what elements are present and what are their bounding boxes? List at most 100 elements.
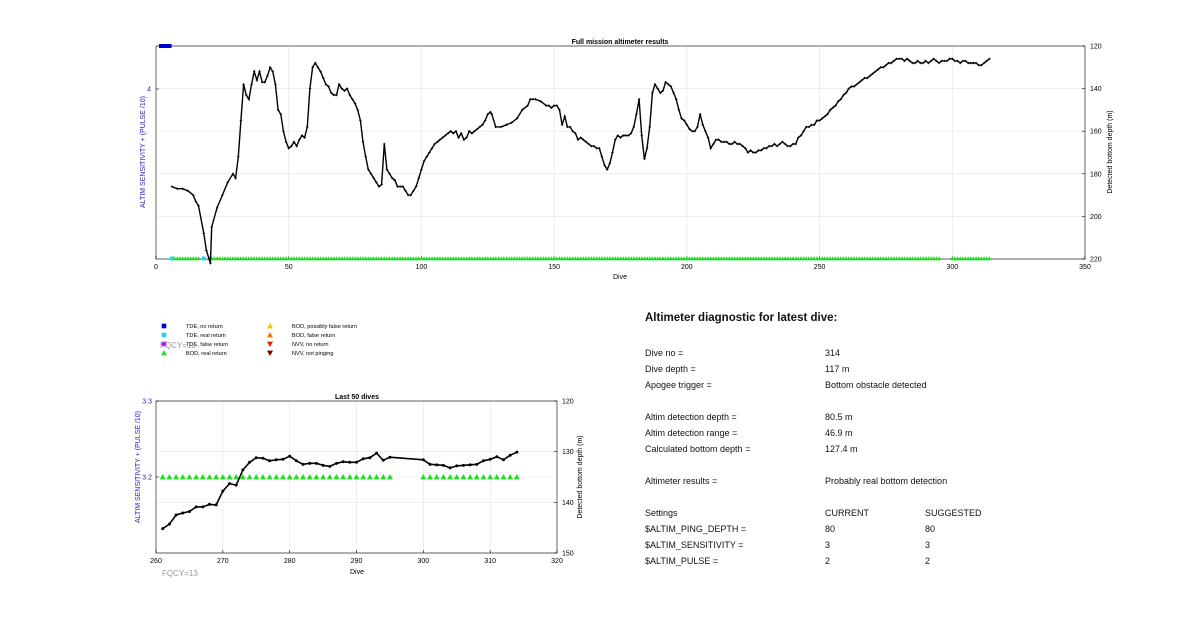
legend-marker [267, 332, 273, 338]
det-range-label: Altim detection range = [645, 428, 738, 438]
depth-point [375, 451, 379, 455]
legend-marker [161, 341, 167, 347]
depth-point [201, 505, 205, 509]
depth-point [281, 457, 285, 461]
settings-label: Settings [645, 508, 678, 518]
last-chart-xlabel: Dive [350, 569, 364, 576]
legend-label: TDE, false return [186, 342, 228, 348]
current-header: CURRENT [825, 508, 869, 518]
bod-real-return-marker [159, 474, 166, 480]
depth-point [468, 463, 472, 467]
depth-point [174, 513, 178, 517]
depth-point [388, 455, 392, 459]
bod-real-return-marker [360, 474, 367, 480]
x-tick-label: 300 [946, 264, 958, 271]
bod-real-return-marker [507, 474, 514, 480]
legend-label: NVV, not pinging [292, 351, 333, 357]
bod-real-return-marker [366, 474, 373, 480]
full-mission-chart: Full mission altimeter results 0 50 100 150… [140, 39, 1114, 281]
legend-label: NVV, no return [292, 342, 329, 348]
det-range-value: 46.9 m [825, 428, 853, 438]
bod-real-return-marker [213, 474, 220, 480]
last-chart-depth-series [161, 450, 519, 531]
depth-point [502, 458, 506, 462]
legend-marker [267, 350, 273, 356]
tde-no-return-marker [166, 44, 172, 48]
x-tick-label: 150 [548, 264, 560, 271]
setting-suggested: 3 [925, 540, 931, 550]
depth-point [515, 450, 519, 454]
bod-real-return-marker [233, 474, 240, 480]
legend: TDE, no return TDE, real return TDE, false… [160, 323, 357, 357]
bod-real-return-marker [286, 474, 293, 480]
bod-real-return-marker [253, 474, 260, 480]
legend-marker [267, 341, 273, 347]
bod-real-return-marker [380, 474, 387, 480]
depth-point [308, 461, 312, 465]
setting-suggested: 80 [925, 524, 936, 534]
last-chart-annotation: FQCY=13 [162, 569, 198, 578]
dive-depth-label: Dive depth = [645, 364, 696, 374]
depth-point [428, 462, 432, 466]
bod-real-return-marker [259, 474, 266, 480]
det-depth-value: 80.5 m [825, 412, 853, 422]
depth-point [348, 460, 352, 464]
bod-real-return-marker [313, 474, 320, 480]
full-chart-x-ticks: 0 50 100 150 200 250 300 350 [154, 256, 1091, 271]
results-value: Probably real bottom detection [825, 476, 948, 486]
results-label: Altimeter results = [645, 476, 718, 486]
bod-real-return-marker [226, 474, 233, 480]
y2-tick-label: 150 [562, 551, 574, 558]
last-chart-y2label: Detected bottom depth (m) [577, 435, 584, 518]
bod-real-return-marker [453, 474, 460, 480]
bod-real-return-marker [239, 474, 246, 480]
apogee-label: Apogee trigger = [645, 380, 712, 390]
bod-real-return-marker [473, 474, 480, 480]
depth-point [161, 527, 165, 531]
legend-label: TDE, real return [186, 333, 226, 339]
legend-marker [267, 323, 273, 329]
depth-point [508, 453, 512, 457]
bod-real-return-marker [186, 474, 193, 480]
bod-real-return-marker [427, 474, 434, 480]
depth-point [254, 456, 258, 460]
setting-current: 3 [825, 540, 831, 550]
bod-real-return-marker [300, 474, 307, 480]
depth-point [355, 460, 358, 464]
depth-point [214, 503, 218, 507]
x-tick-label: 270 [217, 558, 229, 565]
depth-point [488, 457, 492, 461]
x-tick-label: 260 [150, 558, 162, 565]
dive-no-value: 314 [825, 348, 841, 358]
x-tick-label: 310 [484, 558, 496, 565]
y2-tick-label: 140 [562, 500, 574, 507]
depth-point [261, 456, 265, 460]
x-tick-label: 300 [417, 558, 429, 565]
depth-point [441, 463, 445, 467]
bod-real-return-marker [179, 474, 186, 480]
bod-real-return-marker [433, 474, 440, 480]
legend-marker [161, 350, 167, 356]
diagnostic-title: Altimeter diagnostic for latest dive: [645, 312, 838, 324]
depth-point [234, 483, 238, 487]
y2-tick-label: 120 [562, 399, 574, 406]
y-tick-label: 3.2 [142, 475, 152, 482]
bod-real-return-marker [326, 474, 333, 480]
x-tick-label: 280 [284, 558, 296, 565]
full-chart-ylabel: ALTIM SENSITIVITY + (PULSE /10) [140, 96, 147, 208]
depth-point [368, 456, 372, 460]
setting-name: $ALTIM_SENSITIVITY = [645, 540, 744, 550]
setting-name: $ALTIM_PING_DEPTH = [645, 524, 747, 534]
depth-line [162, 451, 518, 530]
depth-point [221, 489, 225, 493]
last-50-dives-chart: Last 50 dives 260 270 280 290 300 310 320 3.23… [135, 394, 584, 578]
y2-tick-label: 140 [1090, 86, 1102, 93]
bod-real-return-marker [219, 474, 226, 480]
depth-point [448, 466, 452, 470]
bod-real-return-marker [936, 256, 942, 261]
y-tick-label: 4 [147, 87, 151, 94]
tde-no-return-marker [159, 44, 164, 48]
tde-no-return-marker [164, 44, 169, 48]
bod-real-return-marker [293, 474, 300, 480]
bod-real-return-marker [199, 474, 206, 480]
